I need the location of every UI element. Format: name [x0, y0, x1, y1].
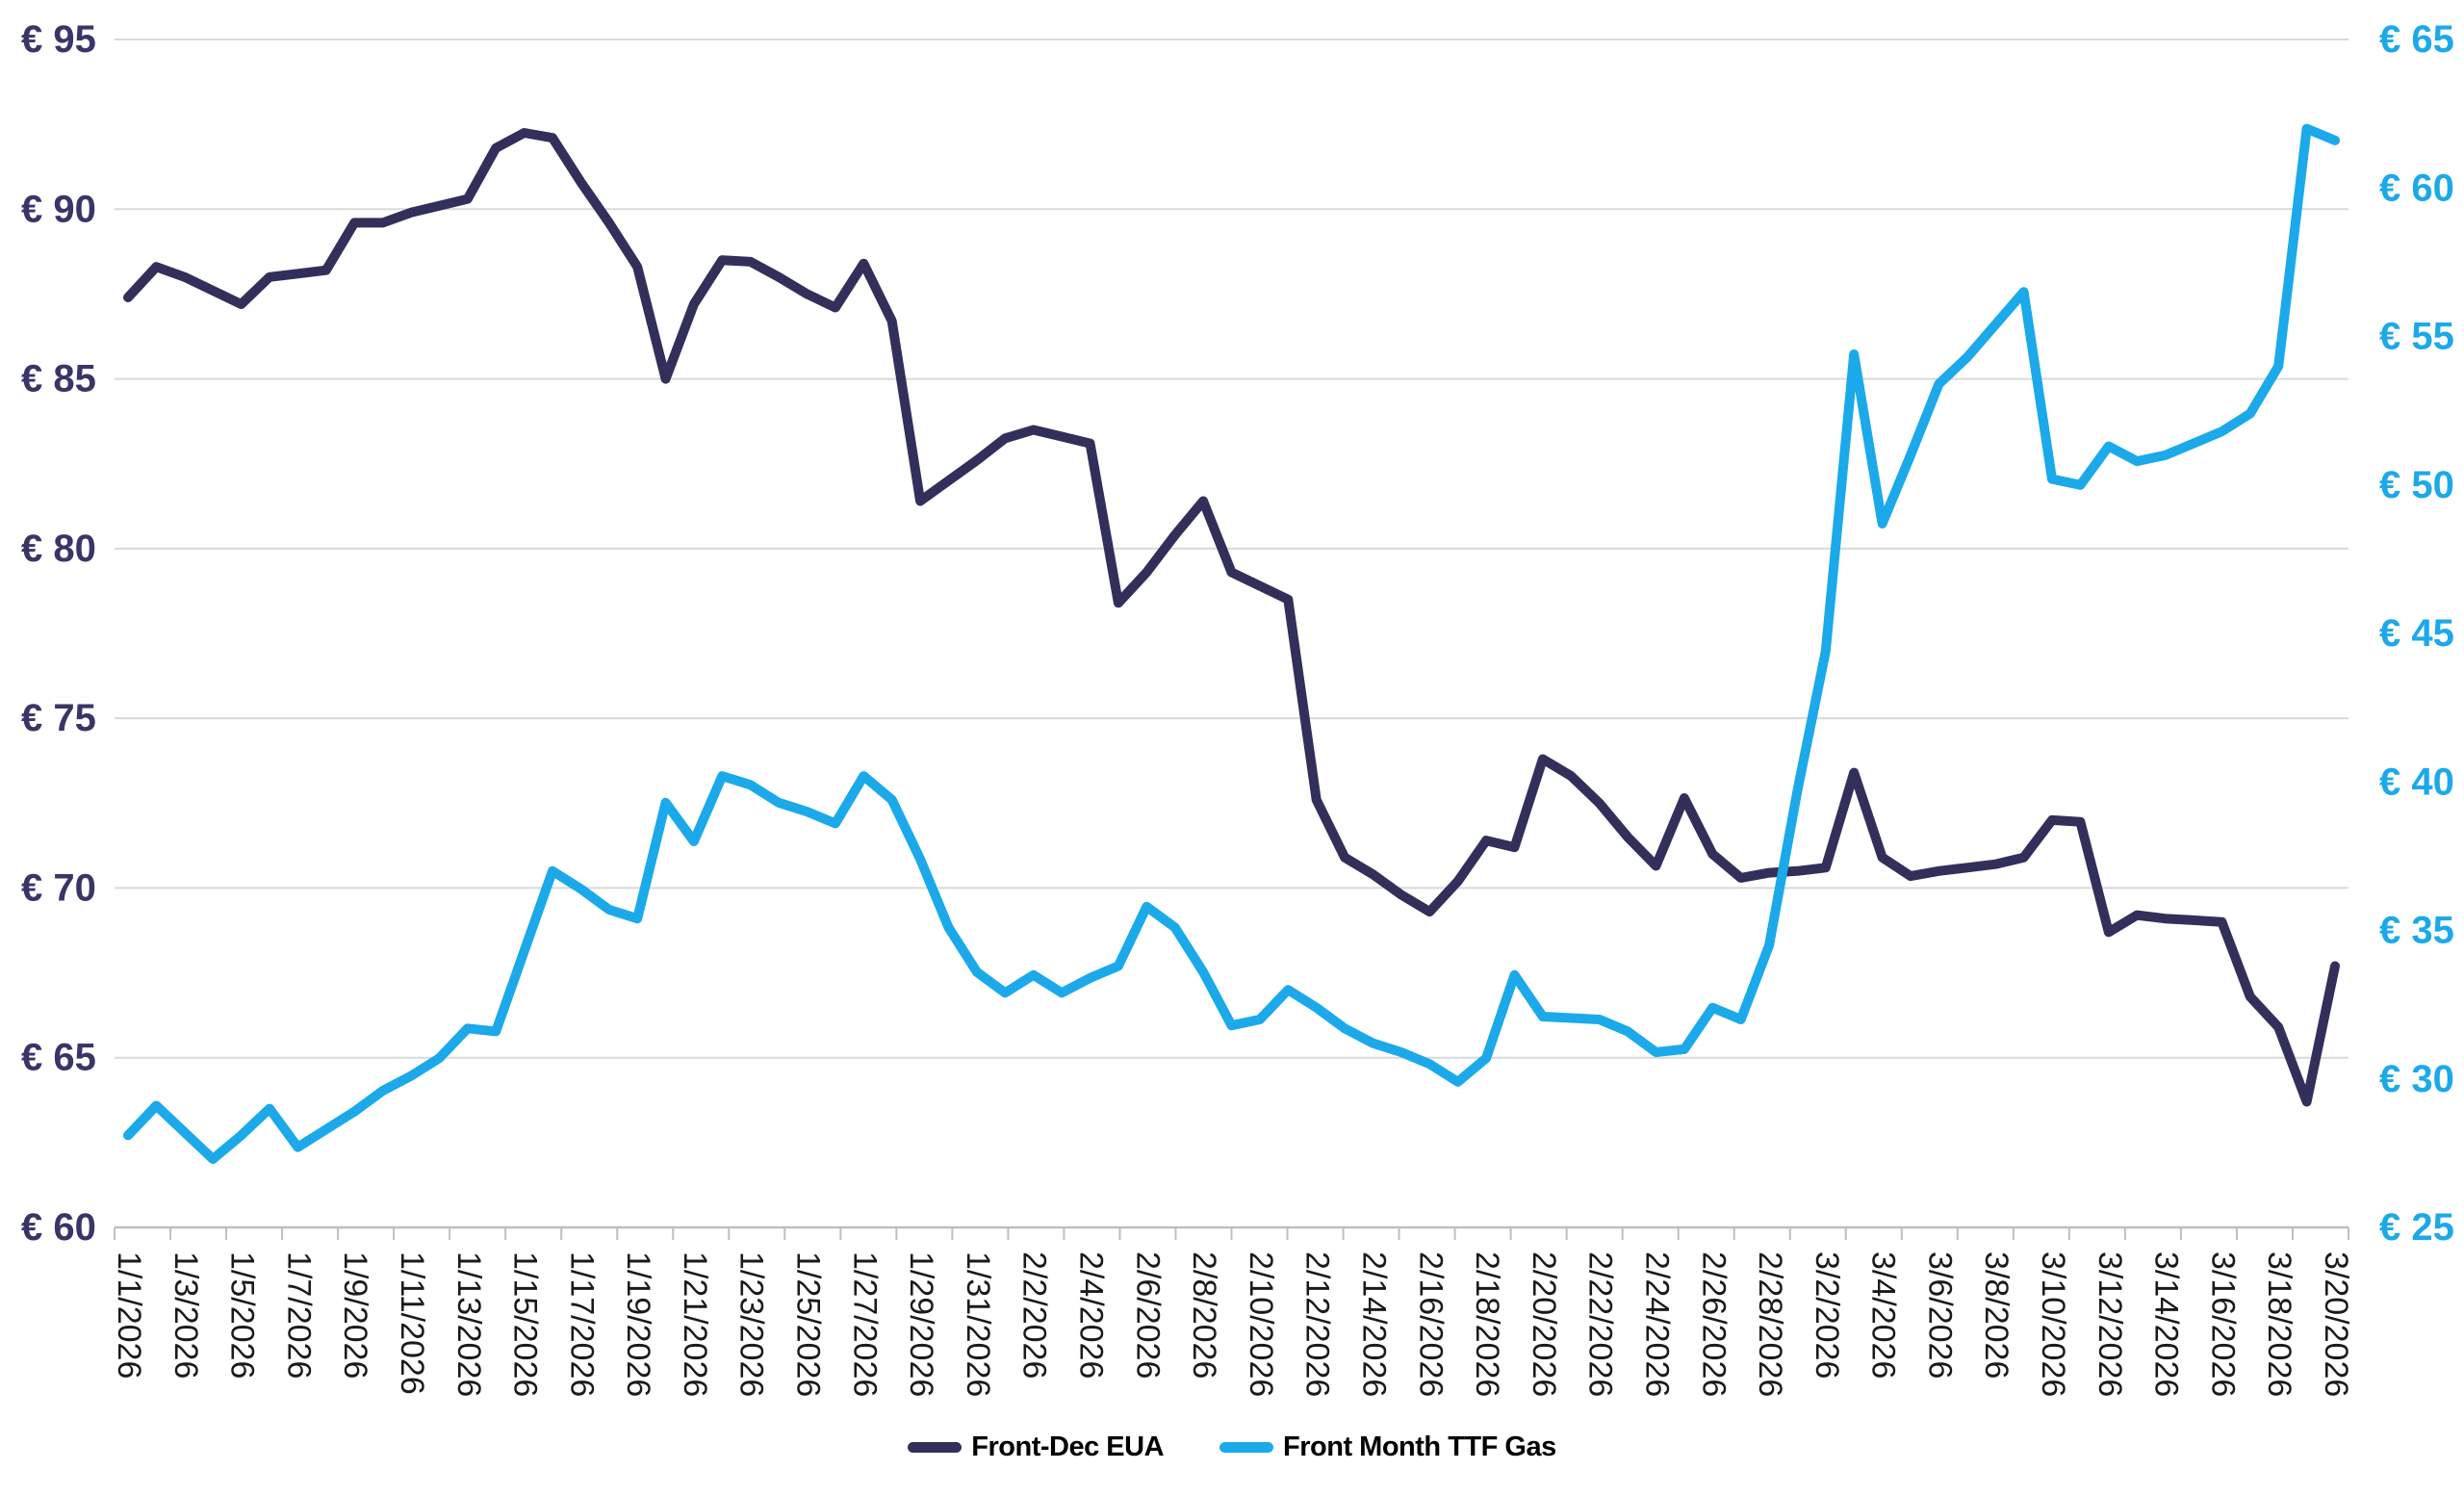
- x-axis-date-label: 2/4/2026: [1073, 1251, 1110, 1379]
- right-axis-tick-label: € 60: [2379, 167, 2454, 209]
- legend-item-ttf: Front Month TTF Gas: [1219, 1432, 1556, 1463]
- eua-line-swatch: [908, 1441, 962, 1453]
- x-axis-date-label: 3/4/2026: [1865, 1251, 1902, 1379]
- x-axis-date-label: 2/16/2026: [1412, 1251, 1449, 1397]
- legend-label-ttf: Front Month TTF Gas: [1283, 1431, 1556, 1462]
- left-axis-labels: € 95 € 90 € 85 € 80 € 75 € 70 € 65 € 60: [21, 18, 96, 1249]
- x-axis-date-label: 1/23/2026: [733, 1251, 770, 1397]
- x-axis: [114, 1225, 2349, 1240]
- right-axis-tick-label: € 35: [2379, 910, 2454, 952]
- right-axis-tick-label: € 40: [2379, 761, 2454, 803]
- x-axis-date-label: 2/10/2026: [1243, 1251, 1279, 1397]
- x-axis-date-label: 3/20/2026: [2318, 1251, 2354, 1397]
- x-axis-date-label: 3/8/2026: [1978, 1251, 2015, 1379]
- x-axis-date-label: 1/19/2026: [620, 1251, 656, 1397]
- x-axis-date-label: 2/28/2026: [1752, 1251, 1788, 1397]
- left-axis-tick-label: € 95: [21, 18, 96, 61]
- x-axis-date-label: 2/6/2026: [1129, 1251, 1166, 1379]
- x-axis-date-label: 1/21/2026: [677, 1251, 713, 1397]
- right-axis-tick-label: € 50: [2379, 464, 2454, 506]
- legend-item-eua: Front-Dec EUA: [908, 1431, 1165, 1463]
- right-axis-labels: € 65 € 60 € 55 € 50 € 45 € 40 € 35 € 30 € 25: [2379, 18, 2454, 1249]
- gridlines: [115, 39, 2348, 1059]
- x-axis-date-label: 1/13/2026: [450, 1251, 487, 1397]
- x-axis-date-label: 1/15/2026: [507, 1251, 544, 1397]
- x-axis-date-label: 1/29/2026: [903, 1251, 939, 1397]
- chart-legend: Front-Dec EUA Front Month TTF Gas: [0, 1413, 2464, 1481]
- right-axis-tick-label: € 65: [2379, 18, 2454, 61]
- x-axis-date-label: 1/7/2026: [280, 1251, 317, 1379]
- eua-series-line: [123, 128, 2340, 1107]
- right-axis-tick-label: € 30: [2379, 1058, 2454, 1100]
- left-axis-tick-label: € 85: [21, 358, 96, 400]
- legend-label-eua: Front-Dec EUA: [971, 1431, 1165, 1462]
- x-axis-date-label: 3/18/2026: [2261, 1251, 2297, 1397]
- x-axis-date-label: 2/8/2026: [1186, 1251, 1222, 1379]
- x-axis-date-label: 2/2/2026: [1016, 1251, 1053, 1379]
- left-axis-tick-label: € 80: [21, 528, 96, 570]
- x-axis-date-label: 2/12/2026: [1299, 1251, 1336, 1397]
- x-axis-date-label: 1/11/2026: [394, 1251, 430, 1395]
- x-axis-labels: 1/1/2026 1/3/2026 1/5/2026 1/7/2026 1/9/2026…: [111, 1251, 2354, 1397]
- x-axis-date-label: 3/12/2026: [2092, 1251, 2128, 1397]
- left-axis-tick-label: € 65: [21, 1037, 96, 1079]
- x-axis-date-label: 3/14/2026: [2148, 1251, 2185, 1397]
- x-axis-date-label: 3/2/2026: [1809, 1251, 1845, 1379]
- x-axis-date-label: 1/25/2026: [790, 1251, 827, 1397]
- ttf-series-line: [123, 123, 2340, 1164]
- line-chart: € 95 € 90 € 85 € 80 € 75 € 70 € 65 € 60 € 65 € 60…: [21, 18, 2454, 1397]
- right-axis-tick-label: € 55: [2379, 316, 2454, 358]
- x-axis-date-label: 2/14/2026: [1355, 1251, 1392, 1397]
- x-axis-date-label: 1/31/2026: [960, 1251, 996, 1397]
- x-axis-date-label: 3/10/2026: [2035, 1251, 2071, 1397]
- x-axis-date-label: 3/16/2026: [2204, 1251, 2241, 1397]
- left-axis-tick-label: € 75: [21, 697, 96, 739]
- x-axis-date-label: 1/3/2026: [167, 1251, 204, 1379]
- x-axis-date-label: 1/9/2026: [337, 1251, 373, 1379]
- chart-canvas: € 95 € 90 € 85 € 80 € 75 € 70 € 65 € 60 € 65 € 60…: [21, 18, 2454, 1397]
- right-axis-tick-label: € 25: [2379, 1206, 2454, 1249]
- left-axis-tick-label: € 60: [21, 1206, 96, 1249]
- ttf-line-swatch: [1219, 1441, 1274, 1453]
- right-axis-tick-label: € 45: [2379, 612, 2454, 655]
- left-axis-tick-label: € 90: [21, 188, 96, 230]
- left-axis-tick-label: € 70: [21, 866, 96, 909]
- x-axis-date-label: 2/24/2026: [1638, 1251, 1675, 1397]
- x-axis-date-label: 1/17/2026: [563, 1251, 600, 1397]
- x-axis-date-label: 1/1/2026: [111, 1251, 147, 1379]
- x-axis-date-label: 2/22/2026: [1582, 1251, 1619, 1397]
- x-axis-date-label: 1/27/2026: [846, 1251, 883, 1397]
- x-axis-date-label: 2/20/2026: [1526, 1251, 1562, 1397]
- x-axis-date-label: 3/6/2026: [1921, 1251, 1958, 1379]
- x-axis-date-label: 1/5/2026: [224, 1251, 261, 1379]
- x-axis-date-label: 2/26/2026: [1695, 1251, 1732, 1397]
- x-axis-date-label: 2/18/2026: [1469, 1251, 1505, 1397]
